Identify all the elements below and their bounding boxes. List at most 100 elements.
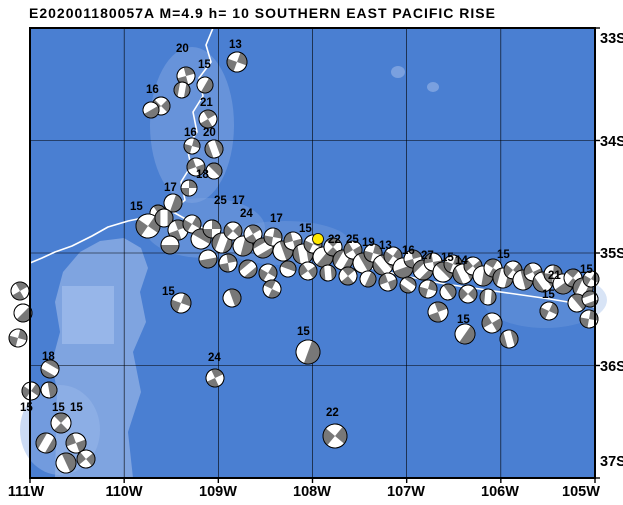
depth-label: 15 [130, 201, 143, 213]
focal-mechanism-beachball [196, 76, 214, 94]
depth-label: 15 [441, 252, 454, 264]
depth-label: 24 [208, 352, 221, 364]
depth-label: 17 [270, 213, 283, 225]
focal-mechanism-beachball [499, 329, 519, 349]
focal-mechanism-beachball [40, 359, 60, 379]
focal-mechanism-beachball [35, 432, 57, 454]
event-epicenter-marker [312, 233, 324, 245]
depth-label: 20 [203, 127, 216, 139]
focal-mechanism-beachball [539, 301, 559, 321]
focal-mechanism-beachball [454, 323, 476, 345]
focal-mechanism-beachball [173, 81, 191, 99]
focal-mechanism-beachball [222, 288, 242, 308]
focal-mechanism-beachball [55, 452, 77, 474]
depth-label: 16 [402, 245, 415, 257]
depth-label: 15 [52, 402, 65, 414]
focal-mechanism-beachball [160, 235, 180, 255]
focal-mechanism-beachball [403, 249, 423, 269]
depth-label: 21 [548, 270, 561, 282]
focal-mechanism-beachball [319, 264, 337, 282]
focal-mechanism-beachball [13, 303, 33, 323]
focal-mechanism-beachball [135, 213, 161, 239]
focal-mechanism-beachball [563, 268, 583, 288]
y-tick-label-35s: 35S [600, 246, 623, 262]
focal-mechanism-beachball [298, 261, 318, 281]
focal-mechanism-beachball [182, 214, 202, 234]
depth-label: 22 [328, 234, 341, 246]
focal-mechanism-beachball [170, 292, 192, 314]
focal-mechanism-beachball [10, 281, 30, 301]
focal-mechanism-beachball [205, 368, 225, 388]
focal-mechanism-beachball [295, 339, 321, 365]
depth-label: 15 [162, 286, 175, 298]
x-tick-label-109w: 109W [199, 484, 237, 500]
focal-mechanism-beachball [8, 328, 28, 348]
depth-label: 18 [196, 169, 209, 181]
focal-mechanism-beachball [186, 157, 206, 177]
focal-mechanism-beachball [50, 412, 72, 434]
focal-mechanism-beachball [205, 162, 223, 180]
depth-label: 20 [176, 43, 189, 55]
focal-mechanism-beachball [378, 272, 398, 292]
y-tick-label-37s: 37S [600, 454, 623, 470]
focal-mechanism-beachball [183, 137, 201, 155]
focal-mechanism-beachball [399, 276, 417, 294]
depth-label: 15 [198, 59, 211, 71]
focal-mechanism-beachball [204, 139, 224, 159]
depth-label: 18 [42, 351, 55, 363]
depth-label: 21 [200, 97, 213, 109]
x-tick-label-106w: 106W [481, 484, 519, 500]
focal-mechanism-beachball [322, 423, 348, 449]
focal-mechanism-beachball [427, 301, 449, 323]
depth-label: 25 [346, 234, 359, 246]
x-tick-label-111w: 111W [8, 484, 45, 500]
focal-mechanism-beachball [198, 109, 218, 129]
depth-label: 25 [214, 195, 227, 207]
focal-mechanism-beachball [198, 249, 218, 269]
focal-mechanism-beachball [218, 253, 238, 273]
depth-label: 15 [70, 402, 83, 414]
focal-mechanism-beachball [481, 312, 503, 334]
x-tick-label-108w: 108W [293, 484, 331, 500]
focal-mechanism-beachball [40, 381, 58, 399]
depth-label: 15 [497, 249, 510, 261]
depth-label: 13 [229, 39, 242, 51]
y-tick-label-34s: 34S [600, 134, 623, 150]
depth-label: 24 [240, 208, 253, 220]
x-tick-label-105w: 105W [562, 484, 600, 500]
depth-label: 15 [299, 223, 312, 235]
map-frame [29, 27, 596, 479]
focal-mechanism-beachball [359, 270, 377, 288]
event-marker-layer [312, 233, 324, 245]
depth-label: 17 [164, 182, 177, 194]
depth-label: 14 [455, 255, 468, 267]
depth-label: 17 [232, 195, 245, 207]
depth-label: 15 [542, 289, 555, 301]
focal-mechanism-beachball [418, 279, 438, 299]
focal-mechanism-beachball [238, 259, 258, 279]
beachball-layer [8, 51, 600, 474]
y-tick-label-33s: 33S [600, 31, 623, 47]
focal-mechanism-beachball [154, 208, 174, 228]
focal-mechanism-beachball [65, 432, 87, 454]
focal-mechanism-beachball [479, 288, 497, 306]
focal-mechanism-beachball [142, 101, 160, 119]
focal-mechanism-beachball [76, 449, 96, 469]
plot-title: E202001180057A M=4.9 h= 10 SOUTHERN EAST… [29, 5, 496, 21]
focal-mechanism-beachball [412, 259, 434, 281]
focal-mechanism-beachball [458, 284, 478, 304]
depth-label: 15 [457, 314, 470, 326]
depth-label: 16 [184, 127, 197, 139]
depth-label: 16 [146, 84, 159, 96]
focal-mechanism-beachball [243, 224, 263, 244]
focal-mechanism-beachball [279, 260, 297, 278]
focal-mechanism-beachball [338, 266, 358, 286]
y-tick-label-36s: 36S [600, 359, 623, 375]
focal-mechanism-beachball [262, 279, 282, 299]
depth-label: 15 [297, 326, 310, 338]
depth-label: 19 [362, 237, 375, 249]
x-tick-label-110w: 110W [105, 484, 142, 500]
